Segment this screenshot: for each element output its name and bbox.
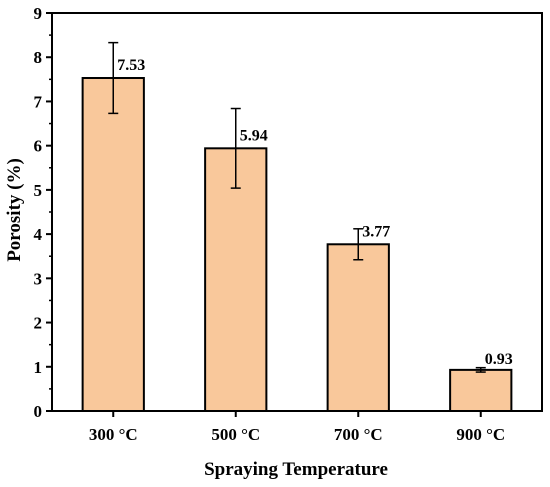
y-tick-label-8: 8: [34, 48, 43, 67]
y-tick-label-9: 9: [34, 4, 43, 23]
y-tick-label-5: 5: [34, 181, 43, 200]
x-tick-label-3: 900 °C: [456, 425, 505, 444]
axes-layer: [46, 12, 543, 417]
bar-2: [326, 243, 390, 412]
y-tick-label-1: 1: [34, 358, 43, 377]
labels-layer: 7.53 300 °C 5.94 500 °C 3.77 700 °C 0.93 900 °C…: [34, 4, 513, 444]
x-tick-label-0: 300 °C: [89, 425, 138, 444]
y-tick-label-3: 3: [34, 269, 43, 288]
x-tick-label-2: 700 °C: [334, 425, 383, 444]
data-label-0: 7.53: [117, 57, 145, 74]
y-axis-title: Porosity (%): [4, 158, 25, 262]
x-axis-title: Spraying Temperature: [204, 459, 388, 480]
bar-3: [449, 368, 513, 412]
bars-layer: [81, 77, 513, 413]
data-label-1: 5.94: [240, 127, 268, 144]
data-label-3: 0.93: [485, 351, 513, 368]
bar-0: [81, 77, 145, 413]
y-tick-label-4: 4: [34, 225, 43, 244]
error-bars-layer: [108, 41, 486, 373]
y-tick-label-7: 7: [34, 92, 43, 111]
bar-1: [204, 147, 268, 412]
y-tick-label-2: 2: [34, 314, 43, 333]
y-tick-label-0: 0: [34, 402, 43, 421]
data-label-2: 3.77: [362, 223, 390, 240]
y-tick-label-6: 6: [34, 137, 43, 156]
x-tick-label-1: 500 °C: [211, 425, 260, 444]
